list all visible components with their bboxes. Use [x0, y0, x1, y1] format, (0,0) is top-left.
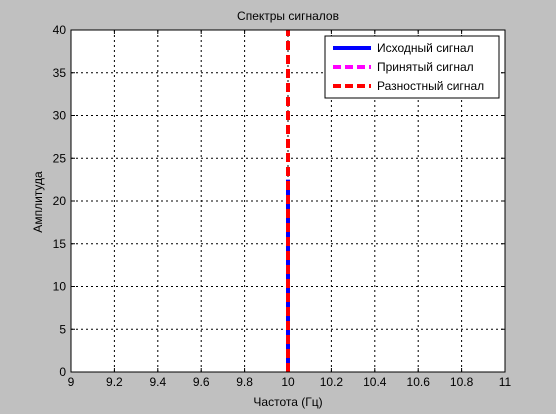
y-tick-label: 20	[53, 194, 67, 208]
y-tick-label: 35	[53, 66, 67, 80]
y-tick-label: 0	[59, 365, 66, 379]
legend-label-2: Принятый сигнал	[377, 60, 474, 74]
x-tick-label: 10.4	[363, 375, 387, 389]
y-tick-label: 10	[53, 280, 67, 294]
legend: Исходный сигнал Принятый сигнал Разностный…	[324, 35, 500, 99]
x-tick-label: 10.2	[320, 375, 344, 389]
x-tick-label: 9	[68, 375, 75, 389]
y-tick-label: 5	[59, 322, 66, 336]
x-tick-label: 9.6	[193, 375, 210, 389]
x-tick-label: 9.8	[236, 375, 253, 389]
x-tick-label: 9.2	[106, 375, 123, 389]
chart-title: Спектры сигналов	[237, 9, 339, 23]
ticks: 9 9.2 9.4 9.6 9.8 10 10.2 10.4 10.6 10.8 11 0 5 10 15 2…	[53, 23, 512, 389]
legend-label-3: Разностный сигнал	[377, 79, 484, 93]
x-tick-label: 9.4	[149, 375, 166, 389]
x-tick-label: 11	[499, 375, 512, 389]
y-axis-title: Амплитуда	[31, 171, 45, 233]
y-tick-label: 15	[53, 237, 67, 251]
x-tick-label: 10.8	[450, 375, 474, 389]
legend-label-1: Исходный сигнал	[377, 41, 474, 55]
y-tick-label: 30	[53, 109, 67, 123]
y-tick-label: 25	[53, 151, 67, 165]
y-tick-label: 40	[53, 23, 67, 37]
x-axis-title: Частота (Гц)	[253, 395, 322, 409]
plot-frame	[70, 29, 506, 373]
x-tick-label: 10.6	[407, 375, 431, 389]
x-tick-label: 10	[281, 375, 295, 389]
